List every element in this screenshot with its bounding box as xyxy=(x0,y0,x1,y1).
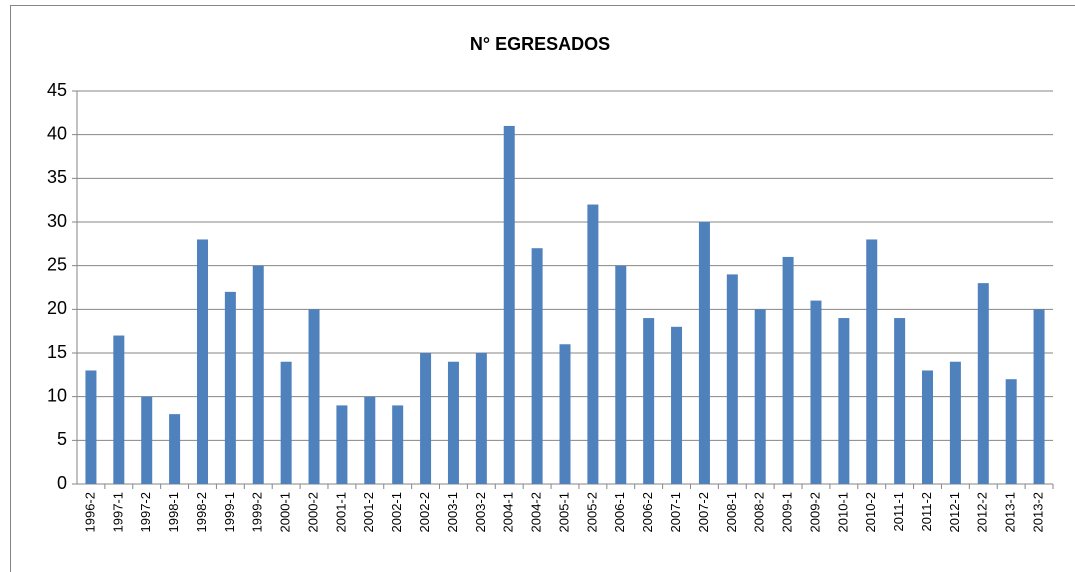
bar xyxy=(531,248,543,484)
x-tick-label: 2005-1 xyxy=(556,492,571,532)
x-tick-label: 1999-2 xyxy=(250,492,265,532)
y-tick-label: 20 xyxy=(47,298,67,318)
bar xyxy=(336,405,348,484)
bar xyxy=(420,353,432,484)
bar xyxy=(392,405,404,484)
x-tick-label: 1998-1 xyxy=(166,492,181,532)
bar xyxy=(308,309,320,484)
bar xyxy=(894,318,906,484)
bar xyxy=(364,396,376,484)
x-tick-label: 2003-1 xyxy=(445,492,460,532)
x-tick-label: 1997-1 xyxy=(110,492,125,532)
x-tick-label: 2002-1 xyxy=(389,492,404,532)
bar xyxy=(587,204,599,485)
bar xyxy=(85,370,97,484)
x-tick-label: 2008-1 xyxy=(724,492,739,532)
bar xyxy=(475,353,487,484)
x-tick-label: 2011-1 xyxy=(891,492,906,532)
bar xyxy=(113,335,125,484)
bar xyxy=(252,265,264,484)
x-tick-label: 2006-2 xyxy=(640,492,655,532)
x-tick-label: 2013-1 xyxy=(1003,492,1018,532)
bar xyxy=(503,125,515,484)
bar xyxy=(754,309,766,484)
y-tick-label: 35 xyxy=(47,167,67,187)
bar xyxy=(1005,379,1017,484)
x-tick-label: 2003-2 xyxy=(473,492,488,532)
x-tick-label: 2007-2 xyxy=(696,492,711,532)
bar xyxy=(698,222,710,484)
chart-frame xyxy=(10,5,1075,572)
y-tick-label: 45 xyxy=(47,80,67,100)
x-tick-label: 2010-1 xyxy=(835,492,850,532)
bar xyxy=(922,370,934,484)
y-tick-label: 5 xyxy=(57,429,67,449)
bar xyxy=(1033,309,1045,484)
x-tick-label: 1997-2 xyxy=(138,492,153,532)
bar xyxy=(671,326,683,484)
x-tick-label: 1996-2 xyxy=(82,492,97,532)
x-tick-label: 2013-2 xyxy=(1030,492,1045,532)
x-tick-label: 2009-1 xyxy=(780,492,795,532)
x-tick-label: 2012-2 xyxy=(975,492,990,532)
bar xyxy=(726,274,738,484)
x-tick-label: 2009-2 xyxy=(807,492,822,532)
y-tick-label: 40 xyxy=(47,123,67,143)
bar xyxy=(196,239,208,484)
y-tick-label: 25 xyxy=(47,254,67,274)
bar xyxy=(838,318,850,484)
x-tick-label: 2004-2 xyxy=(529,492,544,532)
bar xyxy=(615,265,627,484)
bar xyxy=(810,300,822,484)
y-tick-label: 0 xyxy=(57,473,67,493)
x-tick-label: 2002-2 xyxy=(417,492,432,532)
x-tick-label: 2010-2 xyxy=(863,492,878,532)
x-tick-label: 2004-1 xyxy=(501,492,516,532)
x-tick-label: 2001-1 xyxy=(333,492,348,532)
y-tick-label: 15 xyxy=(47,342,67,362)
bar xyxy=(280,361,292,484)
bar xyxy=(866,239,878,484)
x-tick-label: 2000-1 xyxy=(278,492,293,532)
bar xyxy=(977,283,989,484)
chart-title: N° EGRESADOS xyxy=(470,34,610,54)
y-tick-label: 10 xyxy=(47,385,67,405)
bar xyxy=(949,361,961,484)
y-tick-label: 30 xyxy=(47,211,67,231)
x-tick-label: 2007-1 xyxy=(668,492,683,532)
x-tick-label: 1999-1 xyxy=(222,492,237,532)
x-tick-label: 2001-2 xyxy=(361,492,376,532)
bar xyxy=(141,396,153,484)
bar xyxy=(559,344,571,484)
x-tick-label: 2012-1 xyxy=(947,492,962,532)
x-tick-label: 2006-1 xyxy=(612,492,627,532)
x-tick-label: 2000-2 xyxy=(305,492,320,532)
bar xyxy=(643,318,655,484)
x-tick-label: 1998-2 xyxy=(194,492,209,532)
bar xyxy=(169,414,181,484)
x-tick-label: 2005-2 xyxy=(584,492,599,532)
x-tick-label: 2011-2 xyxy=(919,492,934,532)
bar xyxy=(224,291,236,484)
bar xyxy=(447,361,459,484)
x-tick-label: 2008-2 xyxy=(752,492,767,532)
bar xyxy=(782,256,794,484)
